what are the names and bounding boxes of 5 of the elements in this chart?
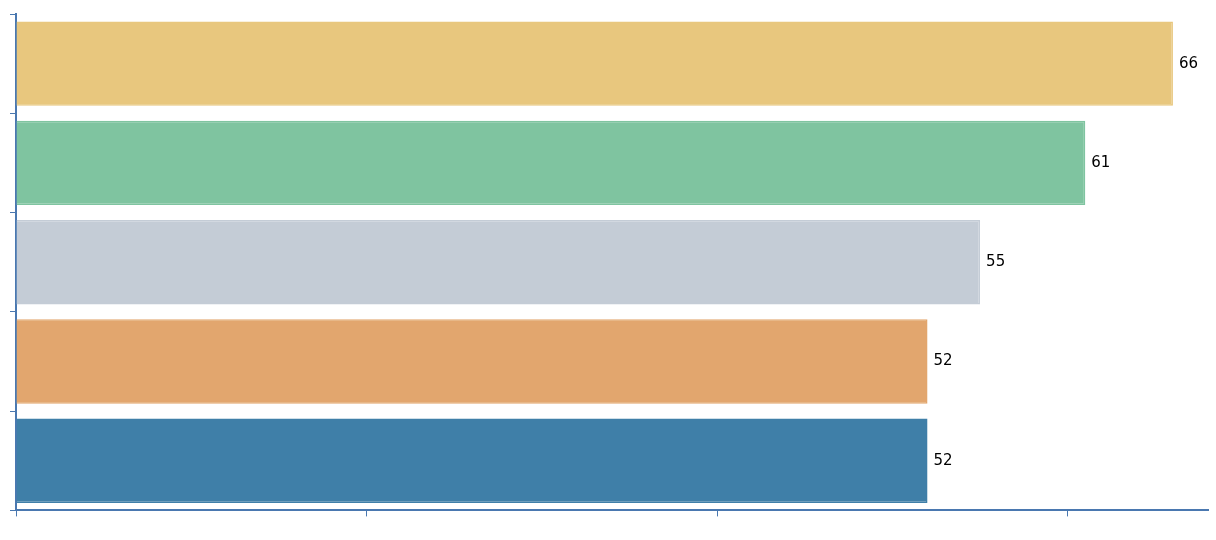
data-label: 66 [1178,53,1199,72]
data-label: 52 [933,450,953,469]
data-label: 61 [1091,152,1111,171]
data-label: 52 [933,351,953,370]
data-label: 55 [986,252,1006,271]
